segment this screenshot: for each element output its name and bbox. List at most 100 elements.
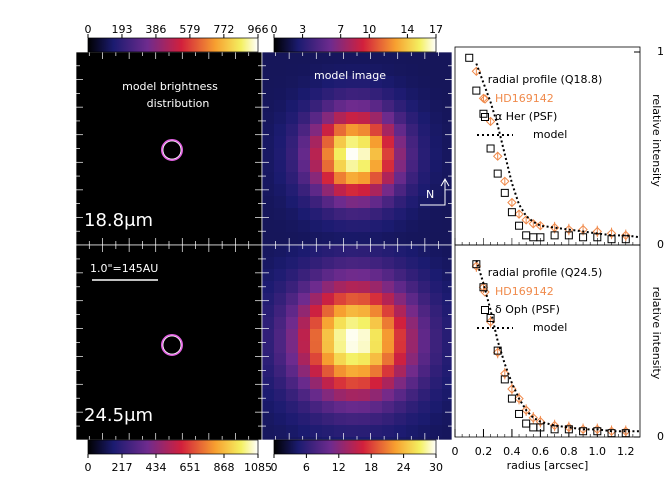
diamond-marker [621, 230, 631, 241]
image-pixel [334, 196, 346, 208]
image-pixel [442, 100, 452, 112]
image-pixel [358, 100, 370, 112]
image-pixel [370, 136, 382, 148]
image-pixel [310, 377, 322, 389]
colorbar [273, 37, 437, 53]
image-pixel [262, 136, 274, 148]
image-pixel [442, 136, 452, 148]
image-pixel [406, 317, 418, 329]
colorbar-tick-label: 17 [429, 23, 443, 36]
image-pixel [334, 208, 346, 220]
image-pixel [418, 172, 430, 184]
image-pixel [442, 281, 452, 293]
image-pixel [274, 281, 286, 293]
image-pixel [334, 148, 346, 160]
image-pixel [406, 401, 418, 413]
image-pixel [418, 76, 430, 88]
image-pixel [286, 88, 298, 100]
image-pixel [334, 52, 346, 64]
square-marker [493, 346, 502, 355]
image-pixel [394, 136, 406, 148]
image-pixel [286, 184, 298, 196]
image-pixel [358, 413, 370, 425]
image-pixel [298, 245, 310, 257]
image-pixel [298, 124, 310, 136]
image-pixel [430, 172, 442, 184]
image-pixel [418, 232, 430, 244]
image-pixel [322, 64, 334, 76]
image-pixel [442, 160, 452, 172]
image-pixel [442, 52, 452, 64]
image-pixel [310, 184, 322, 196]
image-pixel [346, 329, 358, 341]
image-pixel [358, 317, 370, 329]
image-pixel [274, 76, 286, 88]
image-pixel [274, 100, 286, 112]
x-tick-label: 0.8 [560, 445, 578, 458]
image-pixel [370, 244, 382, 245]
image-pixel [322, 329, 334, 341]
image-pixel [418, 269, 430, 281]
image-pixel [346, 136, 358, 148]
image-pixel [370, 160, 382, 172]
image-pixel [442, 124, 452, 136]
colorbar-tick-label: 10 [362, 23, 376, 36]
image-pixel [406, 377, 418, 389]
image-pixel [406, 172, 418, 184]
image-pixel [274, 196, 286, 208]
image-pixel [406, 305, 418, 317]
image-pixel [430, 269, 442, 281]
image-pixel [334, 257, 346, 269]
image-pixel [274, 184, 286, 196]
diamond-marker [549, 420, 560, 431]
image-pixel [382, 232, 394, 244]
image-pixel [358, 172, 370, 184]
image-pixel [274, 341, 286, 353]
image-pixel [274, 208, 286, 220]
image-pixel [358, 208, 370, 220]
image-pixel [370, 112, 382, 124]
image-pixel [286, 124, 298, 136]
image-pixel [286, 148, 298, 160]
image-pixel [310, 148, 322, 160]
image-pixel [310, 136, 322, 148]
image-pixel [346, 317, 358, 329]
image-pixel [274, 220, 286, 232]
colorbar [273, 439, 437, 455]
image-pixel [322, 196, 334, 208]
image-pixel [382, 208, 394, 220]
image-pixel [262, 437, 274, 440]
image-background [76, 245, 262, 440]
image-pixel [310, 64, 322, 76]
image-pixel [262, 329, 274, 341]
image-pixel [298, 76, 310, 88]
image-pixel [382, 401, 394, 413]
image-pixel [394, 281, 406, 293]
colorbar-tick-label: 193 [111, 23, 132, 36]
image-pixel [406, 425, 418, 437]
image-pixel [286, 377, 298, 389]
colorbar-tick-label: 772 [213, 23, 234, 36]
image-pixel [430, 341, 442, 353]
diamond-marker [471, 261, 482, 271]
image-pixel [406, 245, 418, 257]
image-pixel [358, 88, 370, 100]
image-pixel [370, 389, 382, 401]
image-pixel [322, 269, 334, 281]
image-pixel [370, 353, 382, 365]
image-pixel [430, 317, 442, 329]
image-pixel [334, 100, 346, 112]
image-pixel [274, 136, 286, 148]
image-pixel [430, 160, 442, 172]
image-pixel [286, 413, 298, 425]
image-pixel [442, 232, 452, 244]
image-pixel [286, 329, 298, 341]
image-pixel [358, 220, 370, 232]
image-pixel [418, 341, 430, 353]
image-pixel [334, 172, 346, 184]
image-pixel [370, 196, 382, 208]
image-pixel [430, 389, 442, 401]
image-pixel [346, 425, 358, 437]
image-pixel [358, 293, 370, 305]
image-pixel [406, 64, 418, 76]
